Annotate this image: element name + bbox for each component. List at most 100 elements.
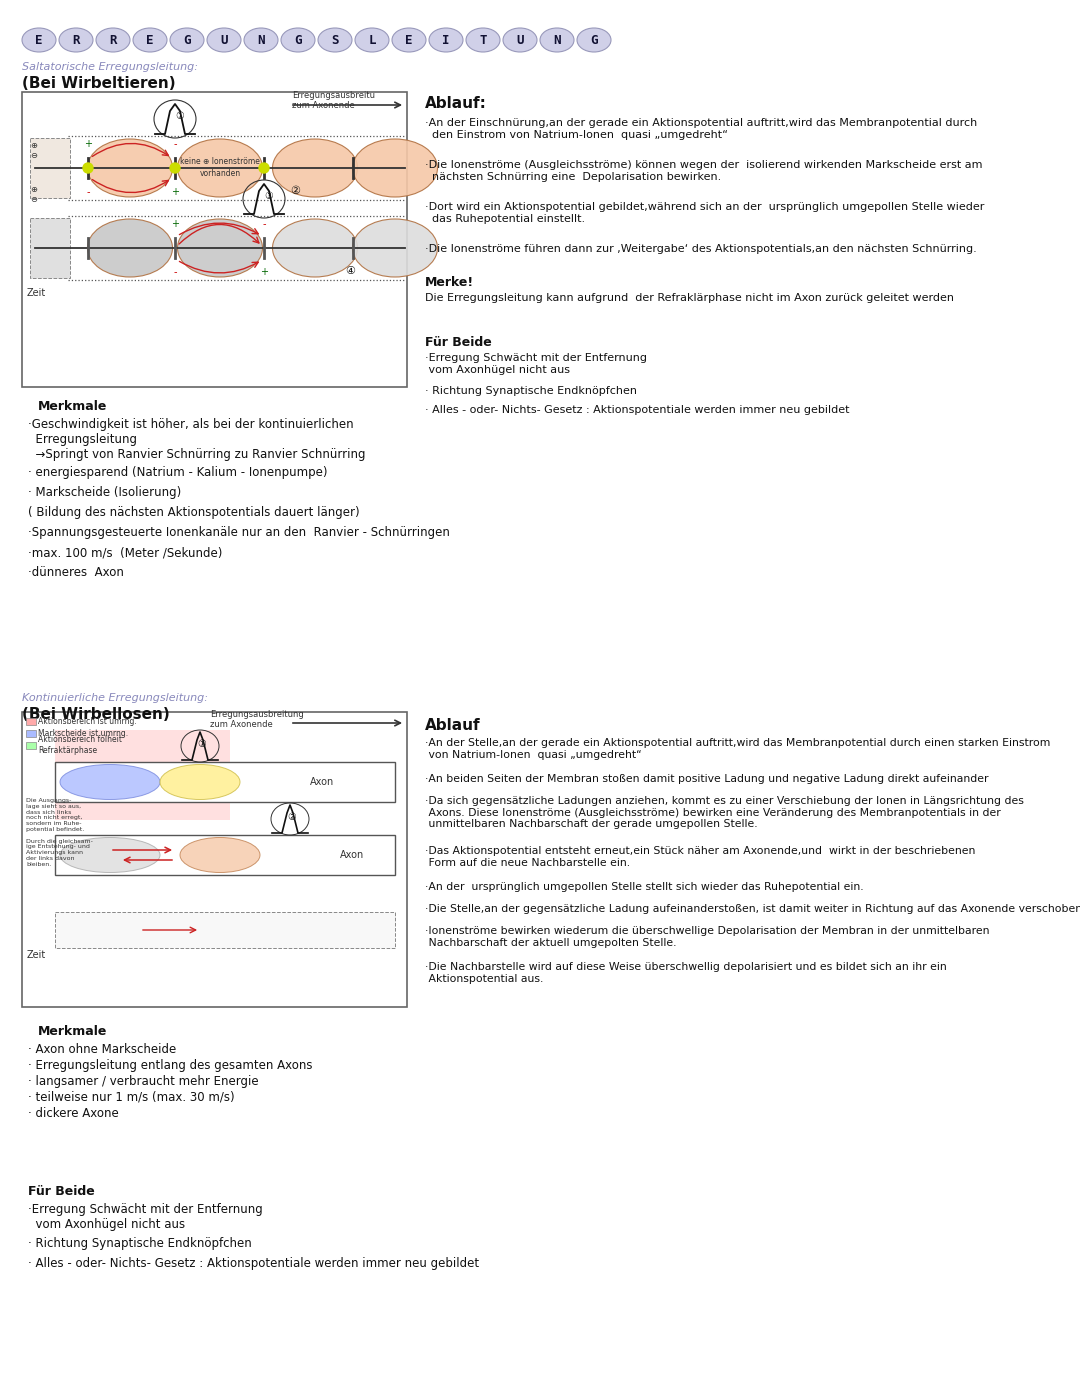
Text: Zeit: Zeit (27, 949, 46, 960)
Ellipse shape (272, 219, 357, 277)
Text: Zeit: Zeit (27, 289, 46, 298)
Text: Für Beide: Für Beide (426, 336, 491, 348)
Text: ·Spannungsgesteuerte Ionenkanäle nur an den  Ranvier - Schnürringen: ·Spannungsgesteuerte Ionenkanäle nur an … (28, 526, 450, 539)
Text: · Richtung Synaptische Endknöpfchen: · Richtung Synaptische Endknöpfchen (28, 1236, 252, 1250)
Text: ⊖: ⊖ (30, 195, 37, 204)
Ellipse shape (160, 764, 240, 800)
Text: R: R (72, 33, 80, 46)
Text: Axon: Axon (340, 850, 364, 860)
Bar (26, 730, 36, 737)
Text: ·Ionenströme bewirken wiederum die überschwellige Depolarisation der Membran in : ·Ionenströme bewirken wiederum die übers… (426, 926, 989, 948)
FancyBboxPatch shape (55, 730, 230, 820)
Text: ·max. 100 m/s  (Meter /Sekunde): ·max. 100 m/s (Meter /Sekunde) (28, 546, 222, 559)
Ellipse shape (60, 764, 160, 800)
Ellipse shape (281, 28, 315, 52)
Text: G: G (591, 33, 597, 46)
Text: ·An beiden Seiten der Membran stoßen damit positive Ladung und negative Ladung d: ·An beiden Seiten der Membran stoßen dam… (426, 774, 988, 783)
Text: -: - (173, 268, 177, 277)
Ellipse shape (272, 139, 357, 197)
Ellipse shape (352, 219, 437, 277)
Text: +: + (171, 219, 179, 229)
Text: Axon: Axon (310, 776, 334, 788)
Text: N: N (257, 33, 265, 46)
Ellipse shape (180, 838, 260, 873)
Text: ·Das Aktionspotential entsteht erneut,ein Stück näher am Axonende,und  wirkt in : ·Das Aktionspotential entsteht erneut,ei… (426, 846, 975, 867)
Text: ·Geschwindigkeit ist höher, als bei der kontinuierlichen
  Erregungsleitung
  →S: ·Geschwindigkeit ist höher, als bei der … (28, 418, 365, 461)
Text: -: - (262, 219, 266, 229)
Text: · Markscheide (Isolierung): · Markscheide (Isolierung) (28, 487, 181, 499)
Ellipse shape (133, 28, 167, 52)
Text: ⊖: ⊖ (30, 151, 37, 160)
Text: G: G (294, 33, 301, 46)
Ellipse shape (318, 28, 352, 52)
Ellipse shape (177, 219, 262, 277)
Text: ·Dort wird ein Aktionspotential gebildet,während sich an der  ursprünglich umgep: ·Dort wird ein Aktionspotential gebildet… (426, 202, 984, 223)
Text: U: U (516, 33, 524, 46)
Text: ⊕: ⊕ (30, 141, 37, 151)
Text: ·Die Nachbarstelle wird auf diese Weise überschwellig depolarisiert und es bilde: ·Die Nachbarstelle wird auf diese Weise … (426, 962, 947, 984)
FancyBboxPatch shape (30, 138, 70, 198)
Text: ②: ② (287, 811, 296, 822)
Text: +: + (84, 139, 92, 149)
Text: +: + (260, 268, 268, 277)
Text: · Alles - oder- Nichts- Gesetz : Aktionspotentiale werden immer neu gebildet: · Alles - oder- Nichts- Gesetz : Aktions… (28, 1257, 480, 1270)
Text: Markscheide ist umrng.: Markscheide ist umrng. (38, 729, 129, 737)
Text: R: R (109, 33, 117, 46)
Bar (26, 742, 36, 749)
Text: ·Erregung Schwächt mit der Entfernung
  vom Axonhügel nicht aus: ·Erregung Schwächt mit der Entfernung vo… (28, 1203, 262, 1231)
Text: +: + (171, 187, 179, 197)
Text: U: U (220, 33, 228, 46)
Text: · Richtung Synaptische Endknöpfchen: · Richtung Synaptische Endknöpfchen (426, 386, 637, 396)
Text: -: - (173, 139, 177, 149)
Ellipse shape (429, 28, 463, 52)
Ellipse shape (177, 139, 262, 197)
Ellipse shape (96, 28, 130, 52)
Text: Erregungsausbreitung
zum Axonende: Erregungsausbreitung zum Axonende (210, 710, 303, 729)
Text: Ablauf: Ablauf (426, 718, 481, 733)
Text: -: - (86, 187, 90, 197)
Ellipse shape (244, 28, 278, 52)
FancyBboxPatch shape (30, 217, 70, 277)
FancyBboxPatch shape (22, 712, 407, 1006)
Ellipse shape (87, 139, 173, 197)
Text: ①: ① (198, 739, 206, 749)
Ellipse shape (577, 28, 611, 52)
Ellipse shape (59, 28, 93, 52)
Text: · energiesparend (Natrium - Kalium - Ionenpumpe): · energiesparend (Natrium - Kalium - Ion… (28, 466, 327, 480)
Bar (26, 718, 36, 725)
FancyBboxPatch shape (55, 763, 395, 802)
Text: Aktionsbereich ist umrng.: Aktionsbereich ist umrng. (38, 717, 137, 725)
Text: I: I (442, 33, 449, 46)
Text: E: E (36, 33, 43, 46)
Circle shape (170, 163, 180, 173)
Text: ⊕: ⊕ (30, 185, 37, 194)
Text: Für Beide: Für Beide (28, 1185, 95, 1197)
Text: Saltatorische Erregungsleitung:: Saltatorische Erregungsleitung: (22, 61, 198, 72)
Text: ③: ③ (265, 191, 273, 201)
FancyBboxPatch shape (55, 835, 395, 875)
Text: G: G (184, 33, 191, 46)
Text: Merkmale: Merkmale (38, 1025, 107, 1039)
FancyBboxPatch shape (55, 912, 395, 948)
Text: · langsamer / verbraucht mehr Energie: · langsamer / verbraucht mehr Energie (28, 1075, 258, 1087)
Text: ·An der Stelle,an der gerade ein Aktionspotential auftritt,wird das Membranpoten: ·An der Stelle,an der gerade ein Aktions… (426, 737, 1051, 760)
Circle shape (83, 163, 93, 173)
Text: S: S (332, 33, 339, 46)
Text: keine ⊕ Ionenströme: keine ⊕ Ionenströme (180, 156, 260, 166)
Text: (Bei Wirbellosen): (Bei Wirbellosen) (22, 707, 170, 722)
Text: · teilweise nur 1 m/s (max. 30 m/s): · teilweise nur 1 m/s (max. 30 m/s) (28, 1092, 234, 1104)
Text: ·Die Ionenströme führen dann zur ,Weitergabe‘ des Aktionspotentials,an den nächs: ·Die Ionenströme führen dann zur ,Weiter… (426, 244, 976, 254)
Ellipse shape (465, 28, 500, 52)
Text: Erregungsausbreitu
zum Axonende: Erregungsausbreitu zum Axonende (292, 91, 375, 110)
Text: ④: ④ (345, 266, 355, 276)
Text: ·An der Einschnürung,an der gerade ein Aktionspotential auftritt,wird das Membra: ·An der Einschnürung,an der gerade ein A… (426, 118, 977, 139)
Text: E: E (146, 33, 153, 46)
Text: Ablauf:: Ablauf: (426, 96, 487, 112)
Circle shape (259, 163, 269, 173)
Text: ·dünneres  Axon: ·dünneres Axon (28, 566, 124, 579)
Text: T: T (480, 33, 487, 46)
Text: ①: ① (176, 112, 185, 121)
Text: Die Erregungsleitung kann aufgrund  der Refraklärphase nicht im Axon zurück gele: Die Erregungsleitung kann aufgrund der R… (426, 293, 954, 302)
Text: Die Ausgangs-
lage sieht so aus,
dass sich links
noch nicht erregt,
sondern im R: Die Ausgangs- lage sieht so aus, dass si… (26, 797, 93, 867)
Text: · Erregungsleitung entlang des gesamten Axons: · Erregungsleitung entlang des gesamten … (28, 1059, 312, 1072)
